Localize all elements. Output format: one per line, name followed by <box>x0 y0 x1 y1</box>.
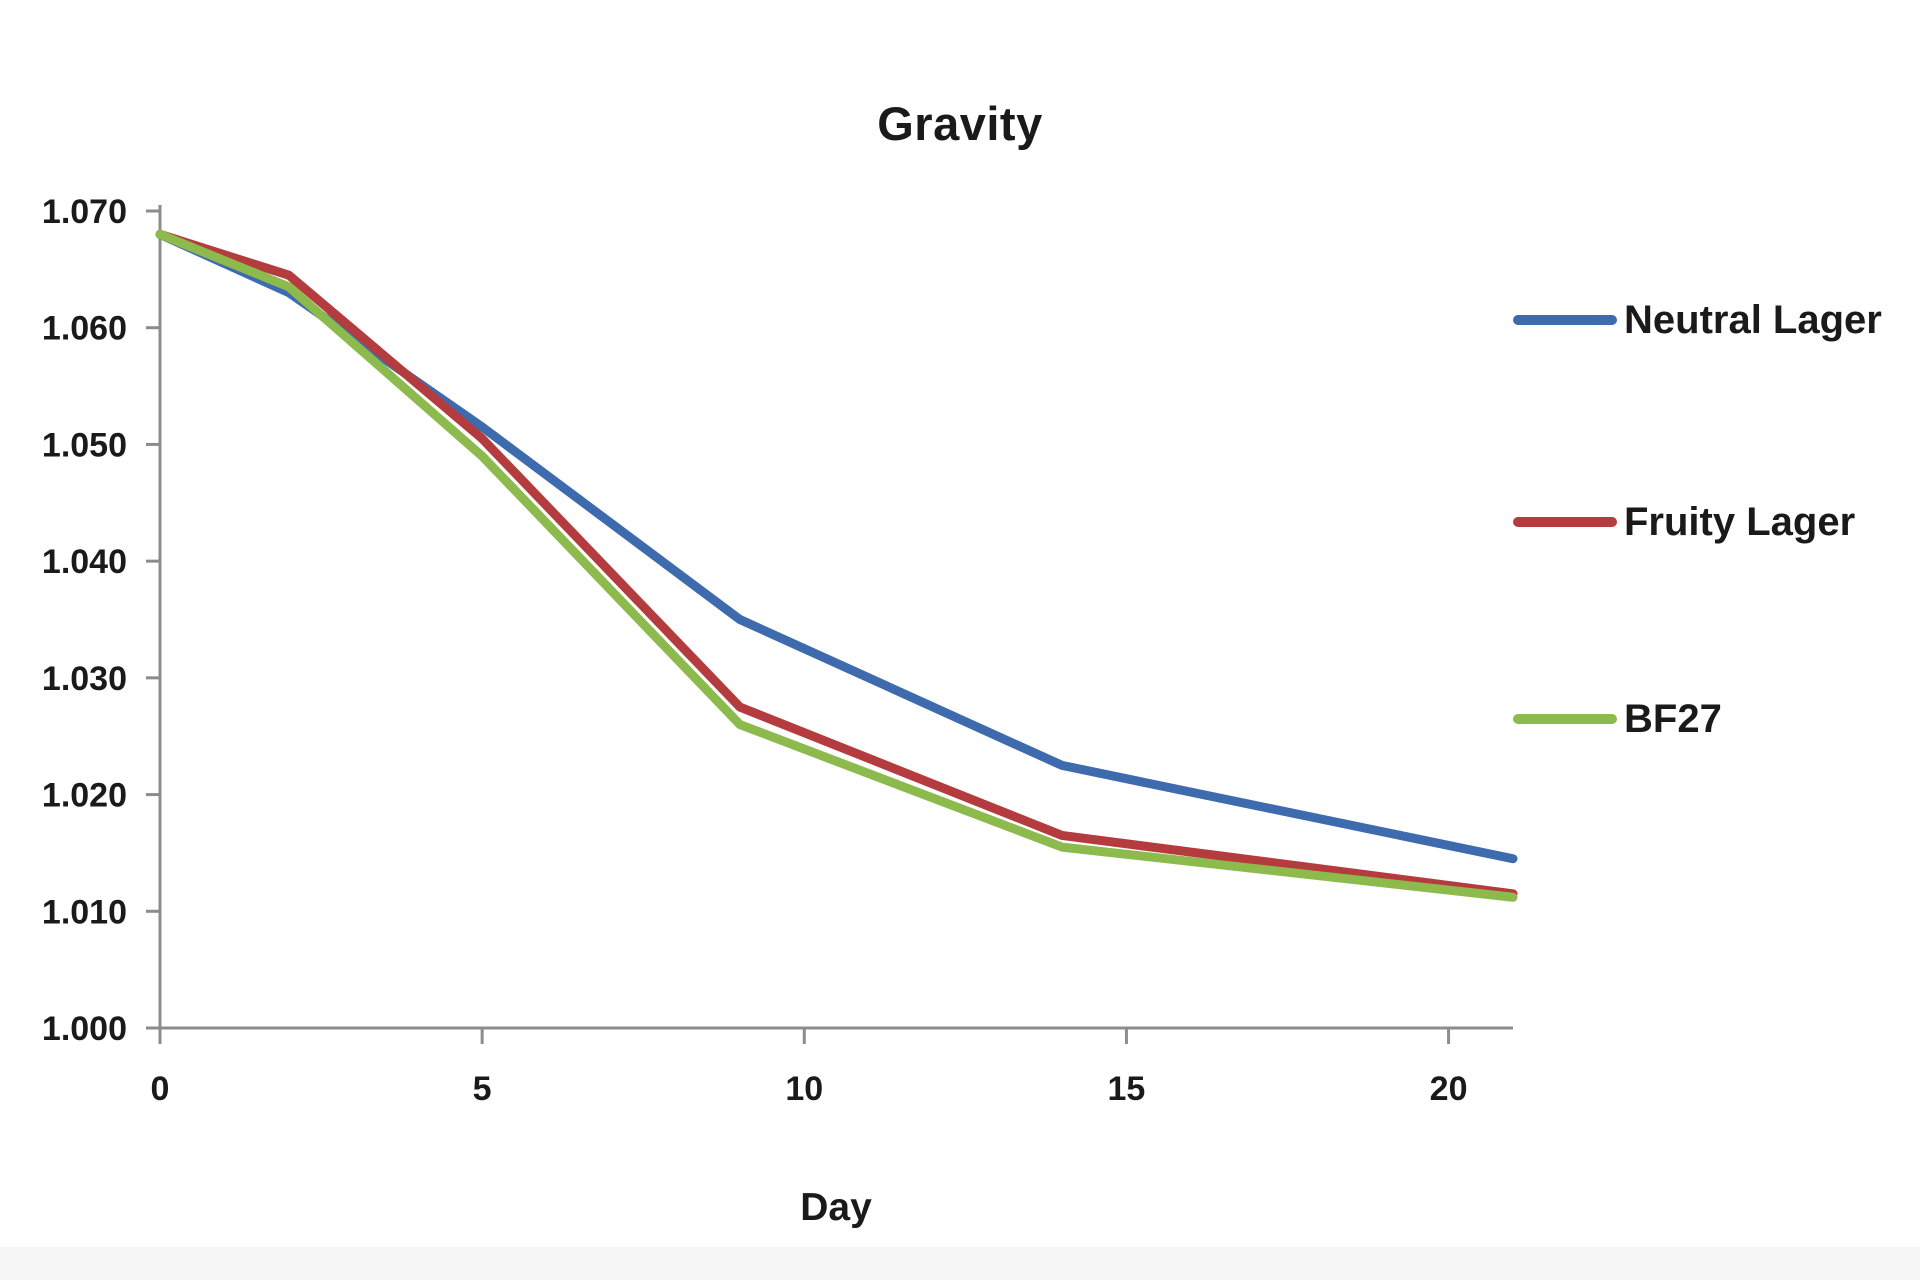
legend-label: Neutral Lager <box>1624 297 1882 342</box>
legend-item-bf27: BF27 <box>1513 695 1722 743</box>
x-tick-label: 10 <box>785 1070 823 1108</box>
legend-label: Fruity Lager <box>1624 499 1856 544</box>
series-line-bf27 <box>155 229 1518 902</box>
legend-item-neutral-lager: Neutral Lager <box>1513 296 1882 344</box>
y-tick-label: 1.000 <box>42 1010 127 1048</box>
legend-line-swatch-blue <box>1513 315 1617 325</box>
y-tick-label: 1.010 <box>42 893 127 931</box>
x-axis-title: Day <box>800 1186 872 1229</box>
y-tick-label: 1.040 <box>42 543 127 581</box>
x-tick-label: 20 <box>1430 1070 1468 1108</box>
y-tick-label: 1.060 <box>42 310 127 348</box>
y-tick-label: 1.070 <box>42 193 127 231</box>
y-tick-label: 1.050 <box>42 426 127 464</box>
series-line-neutral-lager <box>155 229 1518 864</box>
legend-item-fruity-lager: Fruity Lager <box>1513 498 1855 546</box>
y-tick-label: 1.030 <box>42 660 127 698</box>
footer-band <box>0 1247 1920 1280</box>
x-tick-label: 5 <box>473 1070 492 1108</box>
legend-line-swatch-red <box>1513 517 1617 527</box>
chart-title: Gravity <box>877 97 1043 150</box>
legend-line-swatch-green <box>1513 714 1617 724</box>
x-tick-label: 15 <box>1108 1070 1146 1108</box>
series-line-fruity-lager <box>155 229 1518 899</box>
legend-label: BF27 <box>1624 696 1722 741</box>
x-tick-label: 0 <box>151 1070 170 1108</box>
y-tick-label: 1.020 <box>42 777 127 815</box>
